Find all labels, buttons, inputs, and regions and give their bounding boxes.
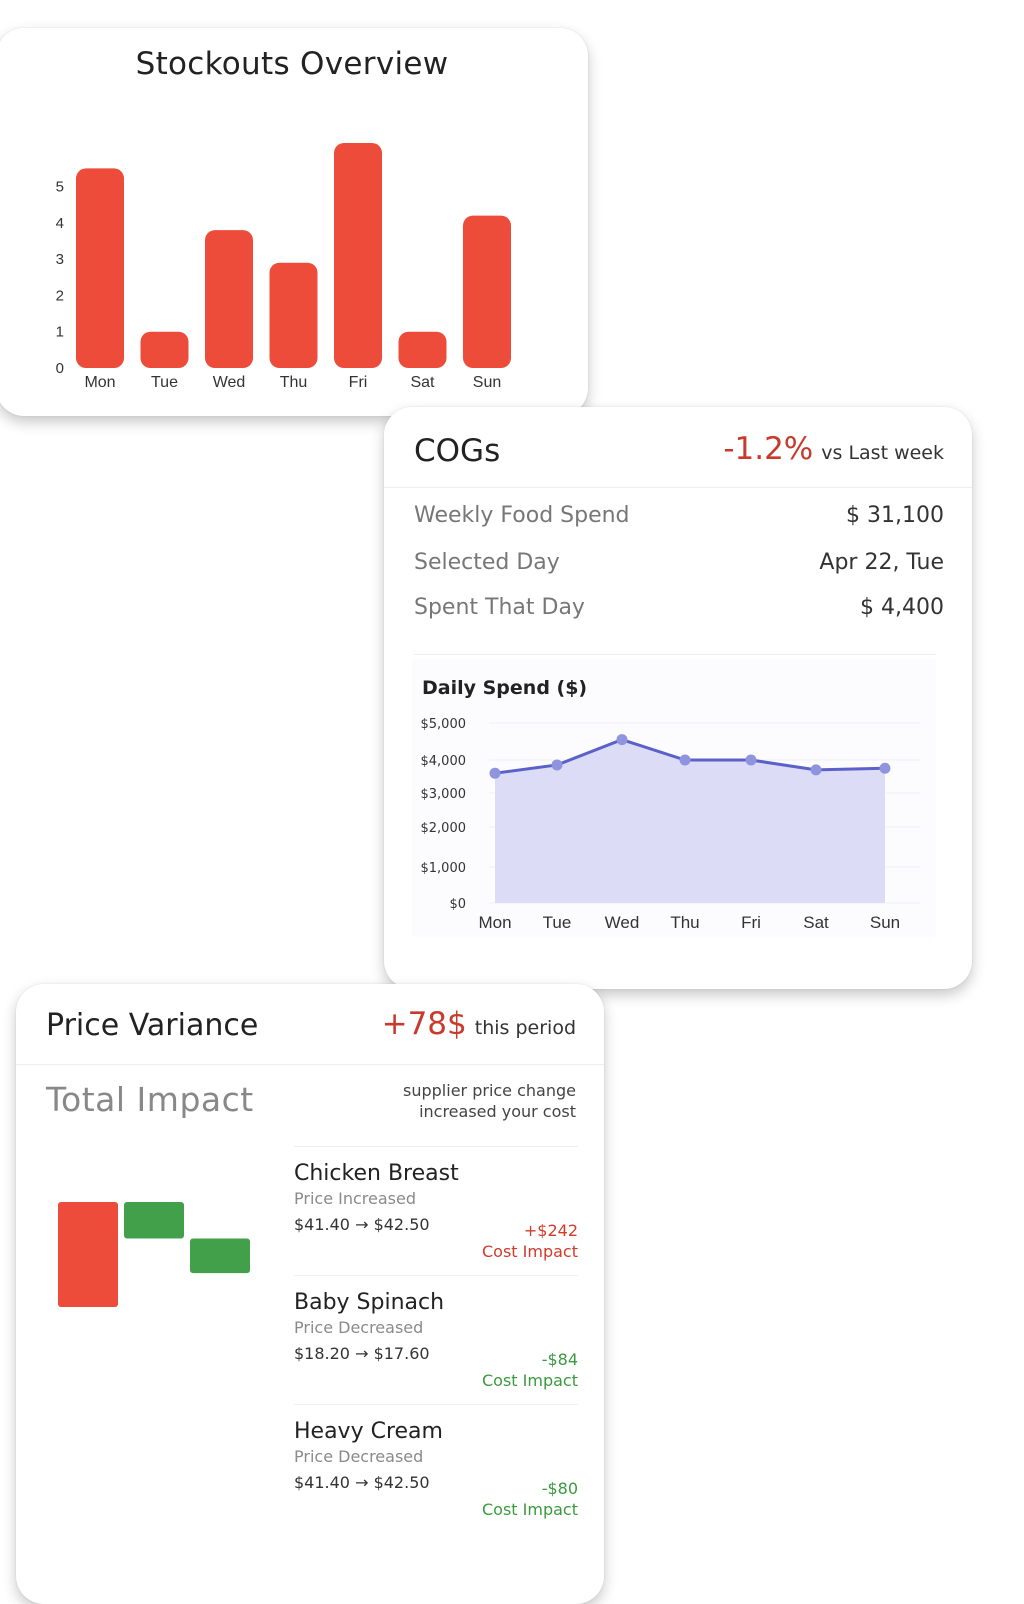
impact-note-line2: increased your cost (419, 1102, 576, 1121)
item-name: Heavy Cream (294, 1419, 443, 1444)
bar-thu (269, 262, 318, 368)
y-tick-label: 3 (56, 251, 64, 268)
stockouts-title: Stockouts Overview (135, 46, 449, 82)
y-tick-label: 5 (56, 179, 64, 196)
impact-note-line1: supplier price change (403, 1081, 576, 1100)
item-cost-label: Cost Impact (482, 1242, 578, 1261)
item-name: Chicken Breast (294, 1161, 459, 1186)
selected-day-value[interactable]: Apr 22, Tue (819, 550, 944, 575)
bar-mon (76, 168, 124, 368)
waterfall-chart (58, 1202, 250, 1307)
x-tick-label: Mon (84, 374, 115, 391)
x-tick-label: Sat (803, 913, 829, 932)
point-thu (679, 754, 691, 766)
spent-day-value: $ 4,400 (860, 595, 944, 620)
x-tick-label: Wed (213, 374, 246, 391)
y-tick-label: 4 (56, 215, 64, 232)
y-tick-label: 1 (56, 324, 64, 341)
area-fill (495, 739, 885, 903)
y-tick-label: $1,000 (421, 861, 467, 876)
weekly-spend-value: $ 31,100 (846, 503, 944, 528)
item-cost-amount: +$242 (523, 1221, 578, 1240)
point-fri (745, 754, 757, 766)
item-status: Price Decreased (294, 1447, 424, 1466)
daily-spend-chart: $0 $1,000 $2,000 $3,000 $4,000 $5,000 Mon Tue We… (421, 717, 920, 932)
point-sun (879, 762, 891, 774)
cogs-title: COGs (414, 433, 501, 469)
item-status: Price Increased (294, 1189, 416, 1208)
y-tick-label: 2 (56, 287, 64, 304)
impact-note: supplier price change increased your cos… (403, 1080, 576, 1122)
list-item-chicken-breast[interactable]: Chicken Breast Price Increased $41.40 → … (294, 1146, 578, 1275)
item-price-change: $41.40 → $42.50 (294, 1215, 430, 1234)
selected-day-label: Selected Day (414, 550, 560, 575)
stockouts-card: 0 1 2 3 4 5 Mon Tue Wed Thu Fri Sat Sun Stockouts Ov… (0, 28, 588, 416)
x-tick-label: Thu (280, 374, 308, 391)
item-status: Price Decreased (294, 1318, 424, 1337)
spent-day-label: Spent That Day (414, 595, 585, 620)
x-tick-label: Tue (543, 913, 572, 932)
item-name: Baby Spinach (294, 1290, 445, 1315)
point-wed (616, 734, 628, 746)
bar-sun (463, 215, 511, 368)
price-variance-delta: +78$ this period (382, 1006, 576, 1042)
waterfall-bar-2 (124, 1202, 184, 1239)
x-tick-label: Sun (870, 913, 900, 932)
y-tick-label: $3,000 (421, 787, 467, 802)
cogs-delta-value: -1.2% (723, 431, 814, 467)
waterfall-bar-1 (58, 1202, 118, 1307)
x-tick-label: Fri (349, 374, 368, 391)
item-price-change: $18.20 → $17.60 (294, 1344, 430, 1363)
item-cost-amount: -$80 (541, 1479, 578, 1498)
y-tick-label: $2,000 (421, 821, 467, 836)
x-tick-label: Fri (741, 913, 761, 932)
point-tue (551, 759, 563, 771)
price-variance-title: Price Variance (46, 1008, 259, 1043)
weekly-spend-label: Weekly Food Spend (414, 503, 630, 528)
bar-fri (334, 143, 382, 368)
cogs-delta: -1.2% vs Last week (723, 431, 944, 467)
list-item-heavy-cream[interactable]: Heavy Cream Price Decreased $41.40 → $42… (294, 1404, 578, 1533)
waterfall-bar-3 (190, 1238, 250, 1274)
cogs-card: COGs -1.2% vs Last week Weekly Food Spend… (384, 407, 972, 989)
item-cost-label: Cost Impact (482, 1371, 578, 1390)
cogs-header: COGs -1.2% vs Last week (384, 407, 972, 488)
price-variance-delta-value: +78$ (381, 1006, 467, 1042)
price-variance-header: Price Variance +78$ this period (16, 984, 604, 1065)
y-tick-label: $4,000 (421, 754, 467, 769)
bar-wed (205, 230, 253, 368)
y-tick-label: 0 (56, 360, 64, 377)
cogs-delta-suffix: vs Last week (821, 442, 944, 464)
x-tick-label: Sun (473, 374, 501, 391)
y-tick-label: $0 (449, 897, 466, 912)
x-tick-label: Sat (410, 374, 435, 391)
x-tick-label: Tue (151, 374, 178, 391)
x-tick-label: Wed (605, 913, 640, 932)
price-variance-delta-suffix: this period (474, 1017, 576, 1039)
item-cost-amount: -$84 (541, 1350, 578, 1369)
bar-tue (140, 331, 189, 368)
total-impact-label: Total Impact (46, 1080, 254, 1119)
x-tick-label: Mon (478, 913, 511, 932)
list-item-baby-spinach[interactable]: Baby Spinach Price Decreased $18.20 → $1… (294, 1275, 578, 1404)
x-tick-label: Thu (670, 913, 699, 932)
divider (414, 654, 936, 655)
point-sat (810, 764, 822, 776)
y-tick-label: $5,000 (421, 717, 467, 732)
daily-spend-title: Daily Spend ($) (422, 677, 588, 699)
point-mon (489, 767, 501, 779)
item-price-change: $41.40 → $42.50 (294, 1473, 430, 1492)
stockouts-chart: 0 1 2 3 4 5 Mon Tue Wed Thu Fri Sat Sun (56, 143, 511, 391)
price-variance-card: Price Variance +78$ this period Total Imp… (16, 984, 604, 1604)
item-cost-label: Cost Impact (482, 1500, 578, 1519)
bar-sat (398, 331, 447, 368)
